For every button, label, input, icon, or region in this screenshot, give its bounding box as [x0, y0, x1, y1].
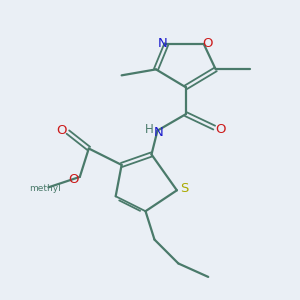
Text: O: O — [68, 173, 79, 186]
Text: methyl: methyl — [30, 184, 62, 193]
Text: O: O — [215, 123, 226, 136]
Text: H: H — [145, 123, 154, 136]
Text: N: N — [154, 126, 163, 139]
Text: O: O — [202, 37, 213, 50]
Text: O: O — [56, 124, 67, 137]
Text: S: S — [180, 182, 188, 195]
Text: N: N — [158, 37, 168, 50]
